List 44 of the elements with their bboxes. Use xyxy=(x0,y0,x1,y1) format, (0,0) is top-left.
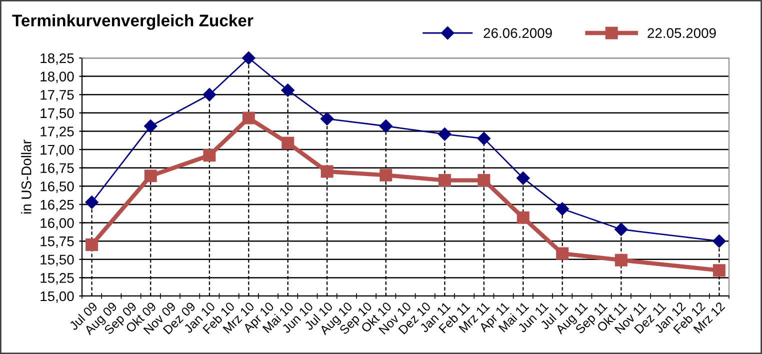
y-tick-label: 17,25 xyxy=(40,126,74,138)
point xyxy=(556,247,569,260)
point xyxy=(281,84,294,97)
y-tick-label: 18,00 xyxy=(40,72,74,84)
point xyxy=(516,172,530,185)
legend-label: 26.06.2009 xyxy=(484,28,552,38)
y-tick-label: 15,00 xyxy=(40,291,74,303)
point xyxy=(478,174,490,187)
y-tick-label: 16,50 xyxy=(40,181,74,193)
point xyxy=(516,211,530,224)
point xyxy=(712,264,726,277)
point xyxy=(320,165,334,178)
point xyxy=(85,196,98,209)
point xyxy=(438,128,452,141)
y-tick-label: 15,75 xyxy=(40,236,74,248)
y-tick-label: 15,50 xyxy=(40,254,74,266)
y-tick-label: 16,25 xyxy=(40,200,74,212)
y-tick-label: 17,75 xyxy=(40,90,74,102)
point xyxy=(614,254,628,266)
point xyxy=(379,120,392,133)
point xyxy=(202,88,216,102)
point xyxy=(477,132,491,146)
point xyxy=(438,174,451,187)
point xyxy=(712,234,726,248)
point xyxy=(556,202,569,216)
point xyxy=(380,168,392,182)
chart-title: Terminkurvenvergleich Zucker xyxy=(12,14,254,30)
y-axis-title: in US-Dollar xyxy=(21,140,32,214)
point xyxy=(614,222,628,236)
legend-label: 22.05.2009 xyxy=(648,28,716,38)
point xyxy=(320,112,334,126)
y-tick-label: 18,25 xyxy=(40,53,74,65)
y-tick-label: 17,50 xyxy=(40,108,74,120)
y-tick-label: 16,00 xyxy=(40,218,74,230)
point xyxy=(86,238,98,251)
point xyxy=(282,136,294,150)
point xyxy=(144,120,158,133)
y-tick-label: 16,75 xyxy=(40,163,74,175)
point xyxy=(144,170,157,182)
y-tick-label: 15,25 xyxy=(40,273,74,284)
point xyxy=(203,149,216,162)
point xyxy=(242,51,256,65)
y-tick-label: 17,00 xyxy=(40,144,74,156)
point xyxy=(242,112,255,124)
